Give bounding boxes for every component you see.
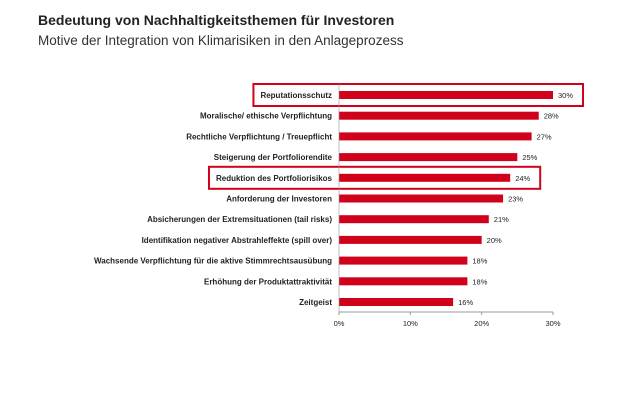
bar-rechtliche-verpflichtung-treuepflicht [339, 132, 532, 141]
bar-erhohung-der-produktattraktivitat [339, 277, 468, 286]
category-label-absicherungen-der-extremsituationen-tail-risks: Absicherungen der Extremsituationen (tai… [147, 215, 332, 224]
bar-identifikation-negativer-abstrahleffekte-spill-over [339, 235, 482, 244]
bar-reduktion-des-portfoliorisikos [339, 173, 511, 182]
category-label-steigerung-der-portfoliorendite: Steigerung der Portfoliorendite [214, 153, 333, 162]
category-label-erhohung-der-produktattraktivitat: Erhöhung der Produktattraktivität [204, 277, 332, 286]
value-label-moralische-ethische-verpflichtung: 28% [544, 112, 559, 121]
bar-moralische-ethische-verpflichtung [339, 111, 539, 120]
highlight-box-reputationsschutz [252, 83, 584, 107]
x-tick-label-30: 30% [545, 319, 560, 328]
value-label-zeitgeist: 16% [458, 298, 473, 307]
value-label-erhohung-der-produktattraktivitat: 18% [472, 277, 487, 286]
value-label-steigerung-der-portfoliorendite: 25% [522, 153, 537, 162]
category-label-anforderung-der-investoren: Anforderung der Investoren [226, 195, 332, 204]
category-label-wachsende-verpflichtung-fur-die-aktive-stimmrechtsausubung: Wachsende Verpflichtung für die aktive S… [94, 257, 332, 266]
x-tick-label-20: 20% [474, 319, 489, 328]
chart-title: Bedeutung von Nachhaltigkeitsthemen für … [38, 12, 395, 28]
category-label-reduktion-des-portfoliorisikos: Reduktion des Portfoliorisikos [216, 174, 333, 183]
category-label-reputationsschutz: Reputationsschutz [260, 91, 332, 100]
x-tick-label-0: 0% [334, 319, 345, 328]
value-label-reduktion-des-portfoliorisikos: 24% [515, 174, 530, 183]
value-label-wachsende-verpflichtung-fur-die-aktive-stimmrechtsausubung: 18% [472, 257, 487, 266]
bar-steigerung-der-portfoliorendite [339, 153, 518, 162]
category-label-zeitgeist: Zeitgeist [299, 298, 332, 307]
value-label-reputationsschutz: 30% [558, 91, 573, 100]
category-label-rechtliche-verpflichtung-treuepflicht: Rechtliche Verpflichtung / Treuepflicht [186, 132, 332, 141]
bar-wachsende-verpflichtung-fur-die-aktive-stimmrechtsausubung [339, 256, 468, 265]
bar-anforderung-der-investoren [339, 194, 504, 203]
bar-absicherungen-der-extremsituationen-tail-risks [339, 215, 489, 224]
value-label-identifikation-negativer-abstrahleffekte-spill-over: 20% [487, 236, 502, 245]
bar-reputationsschutz [339, 91, 553, 99]
x-tick-label-10: 10% [403, 319, 418, 328]
category-label-identifikation-negativer-abstrahleffekte-spill-over: Identifikation negativer Abstrahleffekte… [142, 236, 333, 245]
chart-subtitle: Motive der Integration von Klimarisiken … [38, 33, 404, 48]
value-label-absicherungen-der-extremsituationen-tail-risks: 21% [494, 215, 509, 224]
highlight-box-reduktion-des-portfoliorisikos [207, 165, 542, 190]
bar-zeitgeist [339, 298, 454, 306]
value-label-anforderung-der-investoren: 23% [508, 195, 523, 204]
value-label-rechtliche-verpflichtung-treuepflicht: 27% [537, 132, 552, 141]
category-label-moralische-ethische-verpflichtung: Moralische/ ethische Verpflichtung [200, 112, 332, 121]
